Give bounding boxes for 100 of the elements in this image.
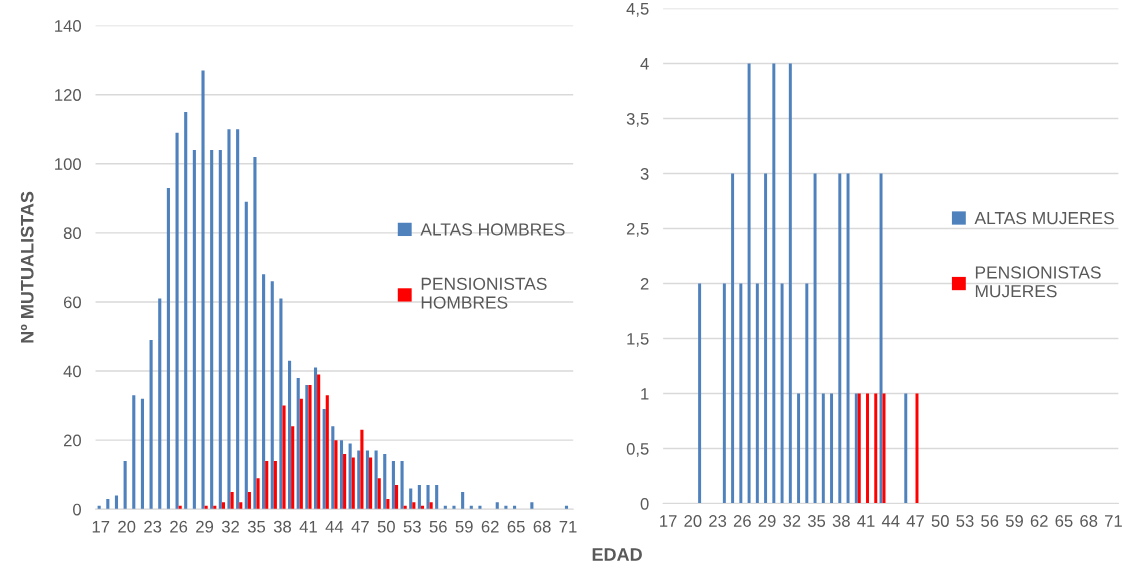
bar: [391, 460, 395, 510]
x-tick-label: 59: [455, 520, 473, 533]
y-tick-label: 40: [63, 365, 81, 378]
bar: [291, 426, 295, 510]
x-tick-label: 23: [709, 515, 727, 527]
bar: [313, 367, 318, 510]
bar: [772, 63, 776, 504]
bar: [805, 283, 809, 504]
bar: [813, 173, 817, 504]
bar: [331, 426, 335, 510]
x-tick-label: 62: [1030, 515, 1048, 527]
y-tick-label: 1: [641, 388, 649, 400]
x-tick-label: 56: [981, 515, 999, 527]
bar: [132, 395, 136, 510]
bar: [846, 173, 850, 504]
x-tick-label: 59: [1005, 515, 1023, 527]
y-tick-label: 100: [55, 158, 81, 170]
y-tick-label: 0: [73, 503, 81, 516]
x-tick-label: 65: [507, 520, 525, 533]
y-tick-label: 60: [63, 296, 81, 309]
bar: [838, 173, 842, 504]
x-tick-label: 23: [144, 520, 162, 533]
x-tick-label: 35: [247, 520, 266, 533]
bar: [262, 274, 266, 510]
bar: [201, 70, 205, 510]
bar: [288, 360, 292, 510]
bar: [282, 405, 286, 510]
x-tick-label: 53: [403, 520, 421, 533]
x-tick-label: 32: [783, 515, 801, 527]
bar: [764, 173, 768, 504]
x-tick-label: 47: [906, 515, 924, 527]
bar: [377, 478, 381, 510]
bar: [325, 395, 329, 510]
bar: [244, 201, 248, 510]
y-tick-label: 1,5: [627, 333, 649, 347]
y-tick-label: 3,5: [626, 112, 649, 127]
bar: [461, 491, 465, 510]
bar: [140, 398, 144, 510]
x-tick-label: 20: [684, 515, 702, 527]
x-tick-label: 41: [299, 520, 317, 533]
bar: [227, 129, 231, 510]
bar: [218, 149, 222, 510]
y-tick-label: 2,5: [626, 222, 649, 237]
x-tick-label: 38: [832, 515, 850, 527]
bar: [369, 457, 373, 510]
legend-label: PENSIONISTAS HOMBRES: [421, 277, 547, 309]
y-tick-label: 0,5: [626, 442, 649, 457]
x-tick-label: 26: [170, 520, 188, 533]
bar: [175, 132, 179, 510]
bar: [299, 398, 303, 510]
bar: [797, 393, 801, 504]
bar: [478, 505, 482, 510]
bar: [429, 502, 433, 510]
y-tick-label: 4,5: [626, 3, 649, 17]
legend-label: ALTAS HOMBRES: [420, 223, 565, 236]
bar: [322, 409, 326, 510]
bar: [386, 498, 390, 510]
x-axis-title: EDAD: [592, 548, 642, 561]
bar: [348, 443, 352, 510]
y-tick-label: 0: [640, 497, 649, 510]
bar: [166, 187, 170, 510]
bar: [239, 502, 243, 510]
bar: [874, 393, 878, 504]
bar: [210, 149, 214, 510]
bar: [279, 298, 283, 510]
x-tick-label: 65: [1055, 515, 1073, 527]
bar: [394, 485, 399, 510]
bar: [339, 440, 344, 510]
bar: [866, 393, 869, 504]
bar: [270, 281, 274, 510]
x-tick-label: 29: [196, 520, 214, 533]
bar: [230, 491, 234, 510]
bar: [731, 173, 735, 504]
x-tick-label: 17: [660, 515, 677, 527]
bar: [247, 491, 251, 510]
bar: [495, 502, 499, 510]
bar: [360, 429, 364, 510]
bar: [426, 485, 430, 510]
bar: [114, 495, 119, 510]
y-tick-label: 140: [55, 20, 81, 32]
bar: [149, 339, 153, 510]
bar: [821, 393, 825, 504]
legend-label: ALTAS MUJERES: [974, 211, 1114, 225]
x-tick-label: 32: [221, 520, 239, 533]
bar: [530, 502, 534, 510]
bar: [435, 485, 439, 510]
y-tick-label: 20: [63, 434, 81, 447]
bar: [747, 63, 751, 504]
bar: [412, 502, 416, 510]
bar: [296, 377, 300, 510]
bar: [273, 460, 277, 510]
x-tick-label: 56: [429, 520, 447, 533]
x-tick-label: 44: [325, 520, 344, 533]
bar: [452, 505, 456, 510]
bar: [400, 460, 404, 510]
bar: [123, 460, 127, 510]
x-tick-label: 68: [1080, 515, 1098, 527]
x-tick-label: 53: [956, 515, 974, 527]
x-tick-label: 44: [881, 515, 900, 527]
x-tick-label: 35: [807, 515, 826, 527]
